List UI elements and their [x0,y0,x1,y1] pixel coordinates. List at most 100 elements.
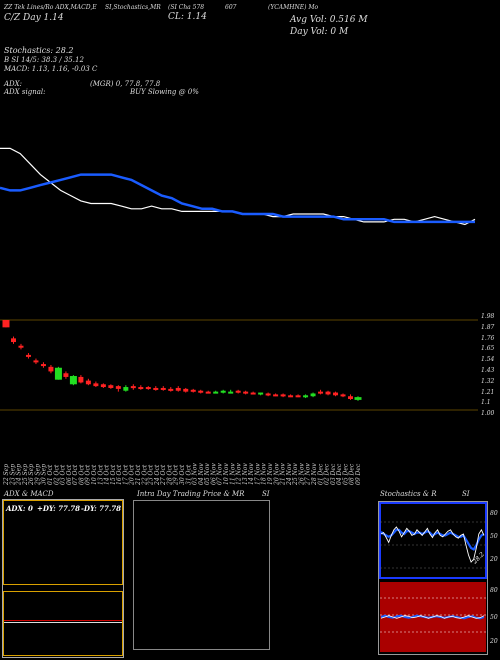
candle-body [25,354,31,357]
date-label: 12 Nov [236,463,243,485]
date-label: 17 Nov [254,463,261,485]
date-label: 01 Dec [317,463,324,485]
si-white-line [380,615,485,619]
adx-readout-3: -DY: 77.78 [81,504,122,513]
date-label: 23 Sep [9,464,16,486]
intraday-panel-title: Intra Day Trading Price & MR [137,490,245,498]
candle-body [220,390,226,393]
date-label: 29 Sep [34,464,41,486]
date-label: 25 Nov [292,463,299,486]
candle-body [295,395,301,398]
ma-line-blue [0,173,475,224]
date-label: 16 Oct [116,464,123,485]
candle-body [318,391,324,394]
header-line1: ZZ Tek Lines/Ro ADX,MACD,E [4,4,97,11]
candle-body [145,387,151,390]
date-label: 20 Nov [273,463,280,486]
date-label: 24 Oct [154,464,161,486]
main-chart: 22 Sep 23 Sep 24 Sep 25 Sep 26 Sep 29 Sep 30 S… [0,147,478,486]
date-label: 03 Oct [60,464,67,485]
si-panel-title-mid: SI [262,490,270,498]
intraday-panel [133,500,270,650]
date-label: 14 Nov [248,463,255,485]
date-label: 28 Nov [311,463,318,486]
header-line1c: (SI Cha 578 [168,4,205,11]
date-label: 07 Oct [72,464,79,485]
date-label: 26 Nov [298,463,305,486]
si-axis-20: 20 [490,638,498,645]
date-label: 30 Oct [179,464,186,485]
price-axis-label: 1.98 [481,313,495,320]
date-label: 30 Sep [41,464,48,485]
adx-subpanel: ADX: 0 +DY: 77.78 -DY: 77.78 [3,500,123,585]
candle-body [2,320,10,328]
candle-body [325,391,331,395]
candle-body [153,387,159,390]
candle-body [273,394,279,397]
date-label: 02 Oct [53,464,60,485]
candle-body [354,397,362,400]
candle-body [235,390,241,393]
price-axis-label: 1.76 [481,334,495,342]
adx-values: (MGR) 0, 77.8, 77.8 [90,80,161,88]
price-axis-label: 1.21 [481,388,495,396]
candle-body [340,394,346,397]
date-label: 01 Oct [47,464,54,485]
candle-body [243,391,249,394]
price-axis-label: 1.1 [481,399,491,407]
stoch-axis-50: 50 [490,533,498,540]
avg-vol: Avg Vol: 0.516 M [290,15,368,25]
candle-body [333,392,339,396]
candle-body [280,394,286,397]
stoch-axis-80: 80 [490,510,498,517]
date-label: 04 Nov [198,463,205,485]
date-label: 29 Oct [173,464,180,486]
candle-body [123,387,129,391]
price-axis-label: 1.00 [481,410,495,418]
day-vol: Day Vol: 0 M [290,27,349,37]
adx-macd-panel: ADX: 0 +DY: 77.78 -DY: 77.78 [2,499,124,658]
adx-readout-1: ADX: 0 [6,504,33,513]
candle-body [48,366,54,372]
date-label: 15 Oct [110,464,117,485]
macd-subpanel [3,591,123,656]
candle-body [33,360,39,363]
candle-body [168,388,174,391]
candle-body [138,387,144,390]
date-label: 07 Nov [217,463,224,485]
stoch-values: B SI 14/5: 38.3 / 35.12 [4,56,84,64]
macd-zero-line [4,620,122,621]
candle-body [100,384,106,388]
candle-body [250,392,256,395]
stoch-k-line [380,526,485,563]
candle-body [205,391,211,394]
price-axis-label: 1.32 [481,377,495,385]
candle-body [183,388,189,392]
date-label: 24 Nov [286,463,293,486]
candle-body [160,387,166,390]
date-label: 04 Dec [336,463,343,485]
adx-panel-title: ADX & MACD [4,490,54,498]
date-label: 22 Oct [141,464,148,486]
candle-body [310,393,316,397]
price-axis-label: 1.87 [481,323,495,331]
candle-body [303,395,309,398]
date-label: 28 Oct [166,464,173,486]
price-axis-label: 1.65 [481,345,495,353]
date-label: 22 Sep [3,464,10,486]
date-label: 08 Oct [78,464,85,485]
header-line1d: 607 [225,4,237,11]
stoch-panel-title: Stochastics & R [380,490,437,498]
candle-body [93,383,99,387]
candle-body [85,380,91,385]
date-label: 26 Sep [28,464,35,486]
macd-readout: MACD: 1.13, 1.16, -0.03 C [4,65,98,73]
candle-body [10,338,16,343]
candle-body [198,390,204,393]
date-label: 09 Oct [85,464,92,485]
candle-body [18,345,24,348]
date-label: 24 Sep [16,464,23,486]
prev-close: CL: 1.14 [168,12,207,22]
date-label: 06 Nov [210,463,217,485]
date-label: 05 Nov [204,463,211,485]
